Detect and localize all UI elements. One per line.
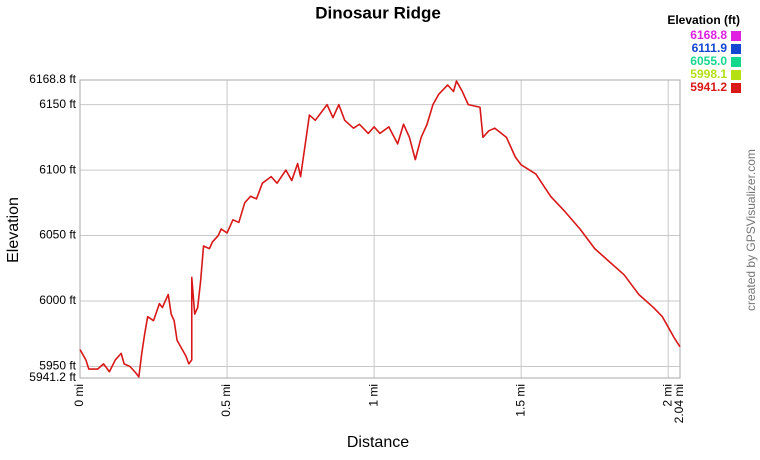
legend-label: 6111.9 [692, 41, 728, 55]
legend-swatch [731, 31, 741, 41]
y-tick-label: 6100 ft [39, 162, 76, 176]
plot-border [79, 79, 681, 379]
legend-label: 6055.0 [690, 54, 727, 68]
legend-swatch [731, 44, 741, 54]
y-tick-label: 5950 ft [39, 359, 76, 373]
legend-label: 5998.1 [690, 67, 727, 81]
y-tick-label: 6168.8 ft [29, 72, 76, 86]
x-tick-label: 1.5 mi [513, 384, 527, 417]
y-tick-label: 6150 ft [39, 97, 76, 111]
legend-swatch [731, 57, 741, 67]
legend-swatch [731, 70, 741, 80]
y-tick-label: 6050 ft [39, 228, 76, 242]
x-tick-label: 2 mi [660, 384, 674, 407]
x-axis-label: Distance [347, 434, 409, 451]
x-tick-label: 1 mi [366, 384, 380, 407]
x-tick-label: 2.04 mi [672, 384, 686, 423]
legend-label: 5941.2 [690, 80, 727, 94]
y-axis-label: Elevation [5, 197, 22, 263]
x-tick-label: 0.5 mi [219, 384, 233, 417]
y-tick-label: 6000 ft [39, 293, 76, 307]
legend-swatch [731, 83, 741, 93]
credit: created by GPSVisualizer.com [744, 149, 758, 311]
legend-label: 6168.8 [690, 28, 727, 42]
y-tick-label: 5941.2 ft [29, 370, 76, 384]
chart-title: Dinosaur Ridge [315, 3, 441, 22]
plot-area [80, 80, 680, 378]
legend-title: Elevation (ft) [667, 13, 740, 27]
x-tick-label: 0 mi [72, 384, 86, 407]
elevation-line [79, 80, 681, 378]
